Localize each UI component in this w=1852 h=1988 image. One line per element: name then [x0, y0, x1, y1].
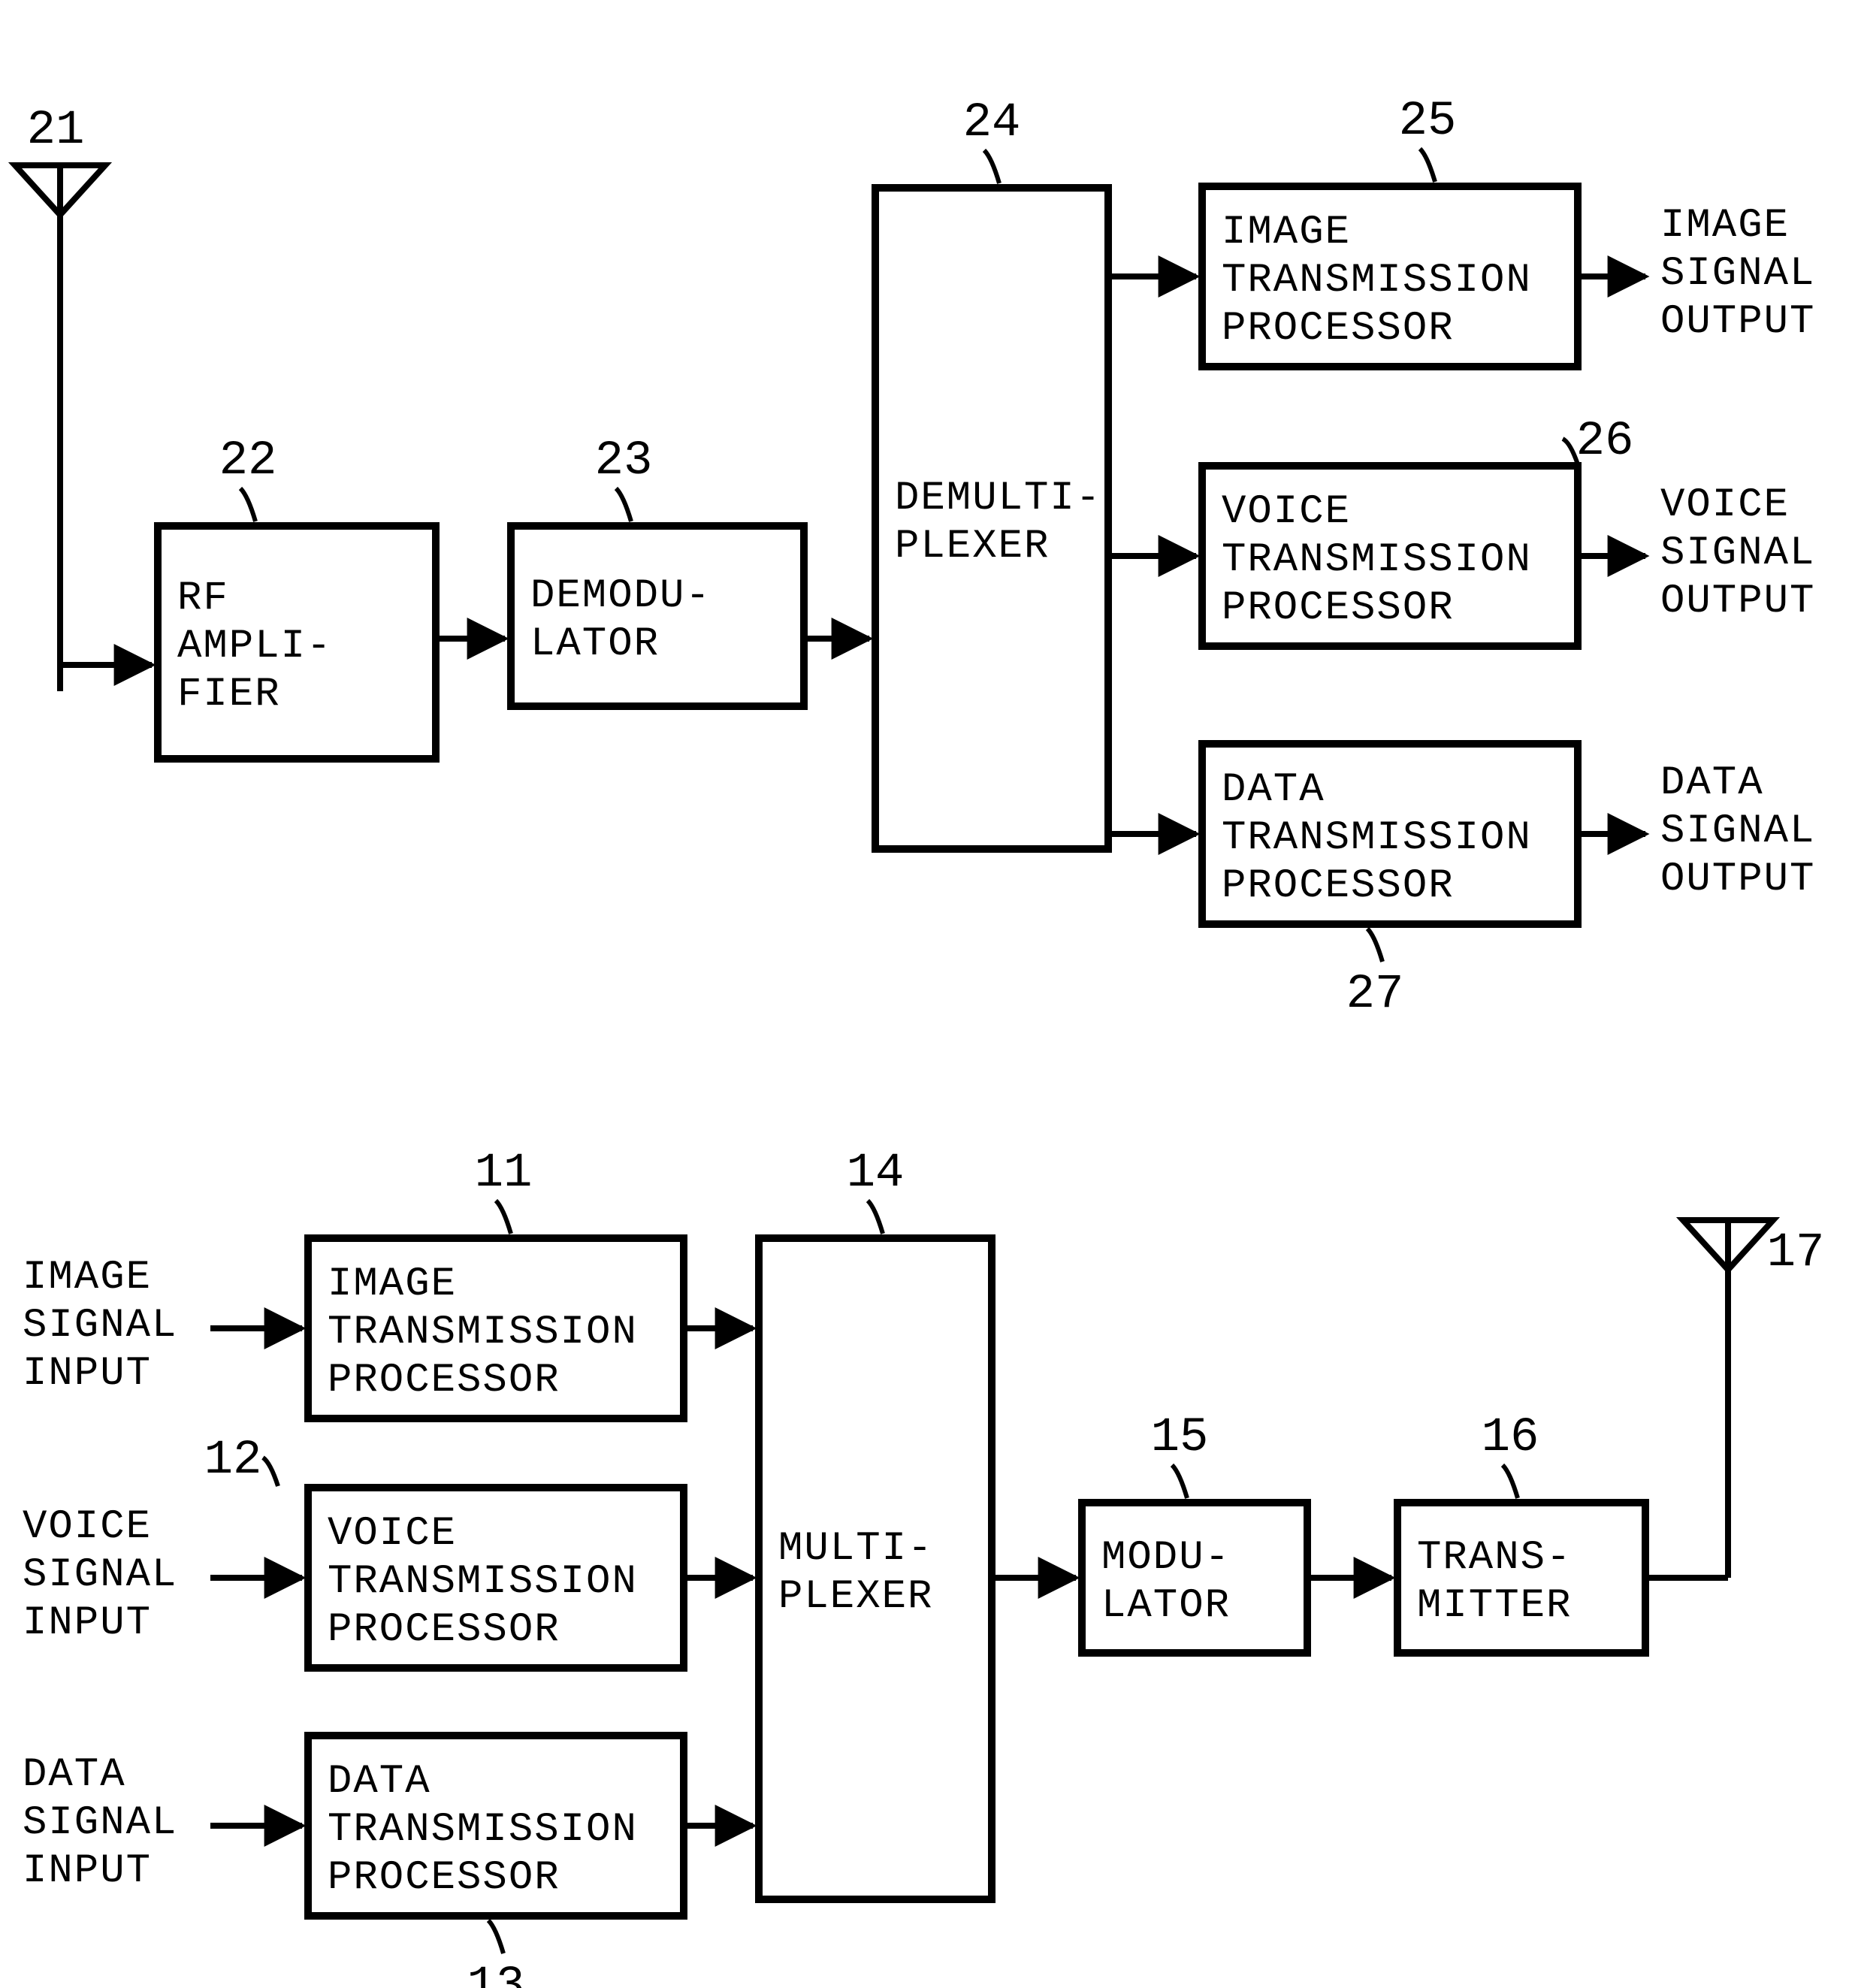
label-27: 27	[1346, 968, 1404, 1022]
label-13: 13	[467, 1959, 525, 1988]
tx-voice-processor-box-label: VOICETRANSMISSIONPROCESSOR	[328, 1511, 638, 1653]
image-input-label: IMAGESIGNALINPUT	[23, 1255, 177, 1397]
rx-data-processor-box-label: DATATRANSMISSIONPROCESSOR	[1222, 767, 1532, 909]
label-14-tick	[868, 1201, 883, 1234]
label-25: 25	[1399, 95, 1457, 149]
label-15-tick	[1172, 1465, 1187, 1498]
label-25-tick	[1420, 149, 1435, 182]
label-16-tick	[1503, 1465, 1518, 1498]
multiplexer-box-label: MULTI-PLEXER	[778, 1526, 933, 1620]
label-16: 16	[1482, 1411, 1539, 1465]
rx-voice-processor-box-label: VOICETRANSMISSIONPROCESSOR	[1222, 489, 1532, 631]
data-output-label: DATASIGNALOUTPUT	[1660, 760, 1815, 902]
modulator-box-label: MODU-LATOR	[1101, 1535, 1231, 1629]
label-14: 14	[847, 1147, 905, 1201]
tx-image-processor-box-label: IMAGETRANSMISSIONPROCESSOR	[328, 1261, 638, 1403]
label-12: 12	[204, 1434, 262, 1488]
label-12-tick	[263, 1458, 278, 1486]
label-23: 23	[595, 434, 653, 488]
voice-input-label: VOICESIGNALINPUT	[23, 1504, 177, 1646]
data-input-label: DATASIGNALINPUT	[23, 1752, 177, 1894]
conn-ant-rf	[60, 665, 152, 691]
label-15: 15	[1151, 1411, 1209, 1465]
demultiplexer-box-label: DEMULTI-PLEXER	[895, 476, 1101, 570]
voice-output-label: VOICESIGNALOUTPUT	[1660, 482, 1815, 624]
label-24: 24	[963, 96, 1021, 150]
label-17: 17	[1767, 1226, 1825, 1280]
label-21: 21	[27, 104, 85, 158]
rf-amplifier-box-label: RFAMPLI-FIER	[177, 576, 332, 718]
label-26: 26	[1576, 415, 1634, 469]
label-23-tick	[616, 488, 631, 521]
tx-data-processor-box-label: DATATRANSMISSIONPROCESSOR	[328, 1759, 638, 1901]
label-22: 22	[219, 434, 277, 488]
label-22-tick	[240, 488, 255, 521]
label-11: 11	[475, 1147, 533, 1201]
label-24-tick	[984, 150, 999, 183]
demodulator-box-label: DEMODU-LATOR	[530, 573, 711, 667]
rx-image-processor-box-label: IMAGETRANSMISSIONPROCESSOR	[1222, 210, 1532, 352]
label-27-tick	[1367, 929, 1382, 962]
image-output-label: IMAGESIGNALOUTPUT	[1660, 203, 1815, 345]
transmitter-box-label: TRANS-MITTER	[1417, 1535, 1572, 1629]
label-11-tick	[496, 1201, 511, 1234]
label-13-tick	[488, 1920, 503, 1953]
